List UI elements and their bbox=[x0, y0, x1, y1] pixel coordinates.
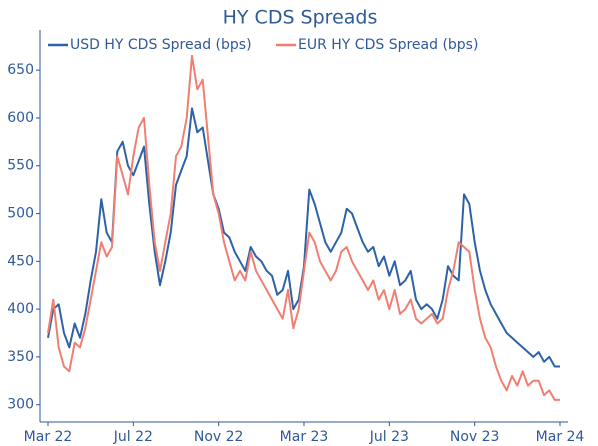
x-tick-label: Nov 22 bbox=[194, 429, 244, 445]
y-tick-label: 300 bbox=[7, 397, 34, 413]
x-tick-label: Nov 23 bbox=[450, 429, 500, 445]
legend-label: EUR HY CDS Spread (bps) bbox=[298, 37, 478, 53]
legend-label: USD HY CDS Spread (bps) bbox=[70, 37, 252, 53]
y-tick-label: 450 bbox=[7, 253, 34, 269]
y-tick-label: 550 bbox=[7, 158, 34, 174]
chart-title: HY CDS Spreads bbox=[223, 7, 378, 29]
x-tick-label: Mar 24 bbox=[536, 429, 585, 445]
y-tick-label: 600 bbox=[7, 110, 34, 126]
y-tick-label: 350 bbox=[7, 349, 34, 365]
y-tick-label: 400 bbox=[7, 301, 34, 317]
x-tick-label: Mar 23 bbox=[280, 429, 329, 445]
y-tick-label: 650 bbox=[7, 62, 34, 78]
x-tick-label: Jul 23 bbox=[369, 429, 409, 445]
line-series bbox=[47, 54, 560, 401]
x-tick-label: Mar 22 bbox=[24, 429, 73, 445]
y-tick-label: 500 bbox=[7, 206, 34, 222]
x-tick-label: Jul 22 bbox=[113, 429, 153, 445]
